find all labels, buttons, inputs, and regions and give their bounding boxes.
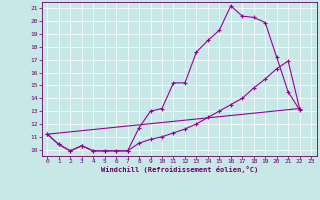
X-axis label: Windchill (Refroidissement éolien,°C): Windchill (Refroidissement éolien,°C) [100,166,258,173]
